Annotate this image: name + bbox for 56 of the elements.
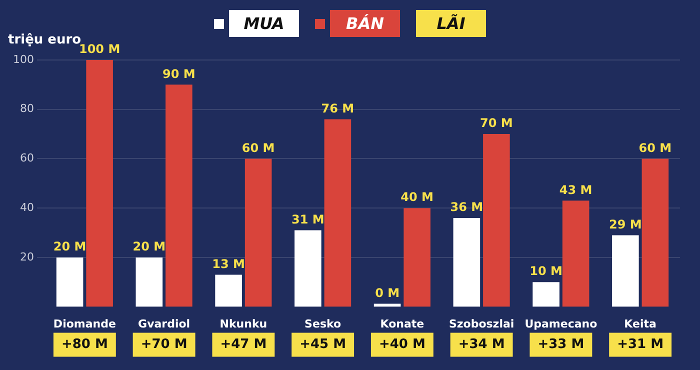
data-label: 40 M [400,190,434,204]
bar [483,134,510,307]
text: +40 M [378,337,426,352]
text: +31 M [617,337,664,352]
data-label: 29 M [609,217,642,232]
text: +33 M [538,337,584,352]
text: +80 M [61,337,108,352]
bar [642,158,669,307]
bar [612,235,639,307]
bar [453,218,480,307]
data-label: 0 M [375,286,400,300]
bar [562,200,590,307]
data-label: 100 M [78,42,120,56]
y-tick-label: 20 [20,250,34,264]
x-tick-label: Diomande [53,317,116,330]
legend-label: BÁN [330,10,400,37]
y-tick-label: 40 [20,200,34,214]
x-tick-label: Gvardiol [138,317,190,330]
bar [86,60,113,307]
data-label: 20 M [53,240,86,254]
bar [294,230,322,307]
bar [324,119,352,307]
data-label: 36 M [450,200,484,214]
text: +45 M [300,337,346,352]
data-label: 76 M [321,101,354,116]
y-tick-label: 60 [20,152,34,165]
text: +47 M [220,337,267,352]
x-tick-label: Konate [380,317,424,330]
bar [532,282,560,307]
x-tick-label: Szoboszlai [448,317,514,330]
data-label: 60 M [242,140,275,155]
data-label: 20 M [132,240,166,254]
x-tick-label: Upamecano [524,317,598,330]
x-tick-label: Nkunku [220,317,268,330]
y-tick-label: 100 [12,52,34,66]
data-label: 60 M [638,140,672,155]
x-tick-label: Keita [624,317,656,330]
text: +34 M [458,337,505,352]
x-tick-label: Sesko [304,317,342,330]
data-label: 10 M [530,264,562,278]
bar [244,158,272,307]
text: LÃI [416,10,486,37]
bar [404,208,430,307]
data-label: 70 M [480,116,513,130]
bar [166,84,192,307]
data-label: 90 M [162,66,196,81]
bar [136,257,163,307]
y-tick-label: 80 [20,102,34,116]
y-axis-title: triệu euro [8,32,82,48]
data-label: 31 M [292,212,324,226]
text: +70 M [140,337,188,352]
data-label: 13 M [212,256,245,271]
bar [215,274,242,307]
bar [56,257,84,307]
data-label: 43 M [559,182,592,197]
legend-label: MUA [229,10,299,37]
